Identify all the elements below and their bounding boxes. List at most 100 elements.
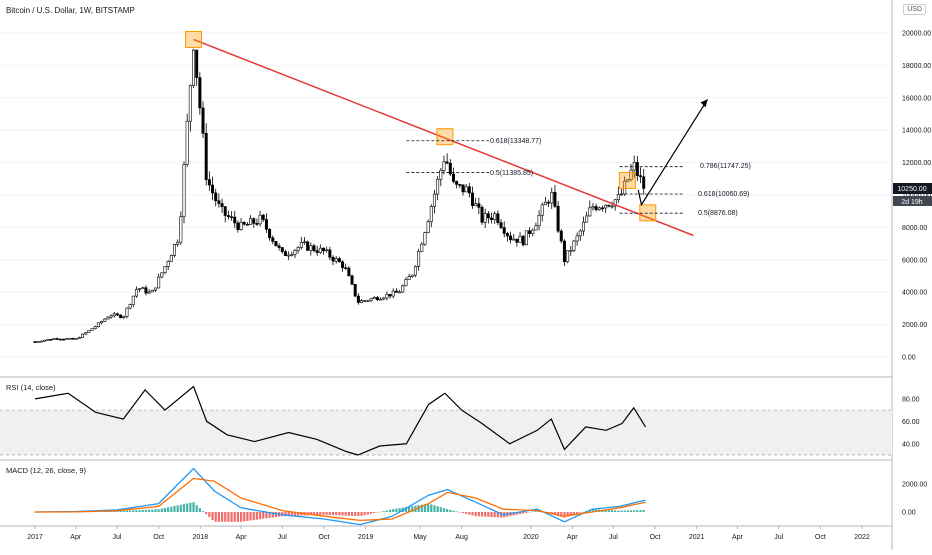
candle [205, 133, 207, 179]
macd-histogram-bar [151, 509, 153, 512]
macd-histogram-bar [161, 509, 163, 512]
macd-histogram-bar [471, 512, 473, 515]
candle [478, 204, 480, 208]
macd-histogram-bar [468, 512, 470, 515]
candle [481, 207, 483, 222]
candle [560, 231, 562, 241]
candle [110, 316, 112, 317]
candle [452, 174, 454, 181]
candle [513, 239, 515, 240]
price-tick-label: 14000.00 [902, 128, 931, 135]
macd-histogram-bar [208, 512, 210, 517]
macd-histogram-bar [459, 512, 461, 513]
candle [639, 176, 641, 177]
candle [234, 217, 236, 223]
macd-histogram-bar [376, 512, 378, 513]
currency-badge[interactable]: USD [903, 4, 926, 15]
candle [85, 332, 87, 334]
highlight-box [437, 129, 453, 145]
macd-histogram-bar [262, 512, 264, 519]
macd-histogram-bar [265, 512, 267, 518]
candle [535, 226, 537, 230]
candle [316, 251, 318, 253]
macd-histogram-bar [256, 512, 258, 520]
candle [50, 339, 52, 340]
time-tick-label: 2020 [523, 534, 539, 541]
macd-histogram-bar [481, 512, 483, 517]
candle [509, 236, 511, 240]
macd-histogram-bar [484, 512, 486, 517]
candle [34, 342, 36, 343]
macd-histogram-bar [627, 510, 629, 512]
candle [547, 202, 549, 203]
rsi-tick-label: 80.00 [902, 396, 920, 403]
macd-histogram-bar [249, 512, 251, 521]
macd-histogram-bar [199, 508, 201, 512]
macd-histogram-bar [620, 511, 622, 512]
fib-label: 0.5(8876.08) [698, 210, 738, 217]
candle [430, 207, 432, 222]
candle [94, 327, 96, 329]
candle [148, 292, 150, 293]
candle [525, 231, 527, 245]
macd-histogram-bar [360, 512, 362, 516]
macd-histogram-bar [215, 512, 217, 522]
candle [259, 215, 261, 224]
candle [272, 238, 274, 242]
candle [538, 215, 540, 226]
macd-histogram-bar [465, 512, 467, 514]
macd-histogram-bar [164, 508, 166, 512]
candle [611, 206, 613, 207]
candle [176, 242, 178, 244]
candle [322, 248, 324, 251]
macd-histogram-bar [456, 511, 458, 512]
candle [224, 207, 226, 216]
candle [421, 244, 423, 251]
candle [532, 230, 534, 234]
candle [66, 339, 68, 340]
macd-histogram-bar [528, 512, 530, 513]
rsi-title: RSI (14, close) [6, 383, 56, 392]
macd-histogram-bar [135, 510, 137, 512]
candle [392, 291, 394, 296]
macd-histogram-bar [132, 510, 134, 512]
candle [516, 239, 518, 242]
candle [62, 339, 64, 340]
macd-histogram-bar [180, 505, 182, 512]
candle [97, 323, 99, 327]
candle [604, 205, 606, 208]
price-tick-label: 18000.00 [902, 63, 931, 70]
candle [528, 231, 530, 234]
macd-histogram-bar [370, 512, 372, 514]
candle [227, 215, 229, 216]
time-tick-label: Oct [153, 534, 164, 541]
candle [78, 338, 80, 339]
candle [500, 223, 502, 228]
candle [592, 207, 594, 208]
candle [306, 242, 308, 251]
macd-histogram-bar [341, 512, 343, 516]
candle [402, 286, 404, 292]
candle [398, 292, 400, 293]
price-tick-label: 4000.00 [902, 290, 927, 297]
candle [370, 299, 372, 301]
fib-label: 0.5(11385.85) [490, 170, 533, 177]
macd-histogram-bar [329, 512, 331, 515]
candle [116, 314, 118, 315]
macd-histogram-bar [643, 510, 645, 512]
candle [310, 246, 312, 251]
candle [544, 202, 546, 205]
macd-histogram-bar [173, 506, 175, 512]
candle [56, 338, 58, 339]
candle [43, 340, 45, 341]
macd-histogram-bar [338, 512, 340, 515]
price-tick-label: 6000.00 [902, 257, 927, 264]
macd-histogram-bar [386, 510, 388, 512]
candle [37, 341, 39, 342]
macd-histogram-bar [367, 512, 369, 515]
time-tick-label: Oct [319, 534, 330, 541]
candle [135, 289, 137, 296]
price-tick-label: 16000.00 [902, 95, 931, 102]
